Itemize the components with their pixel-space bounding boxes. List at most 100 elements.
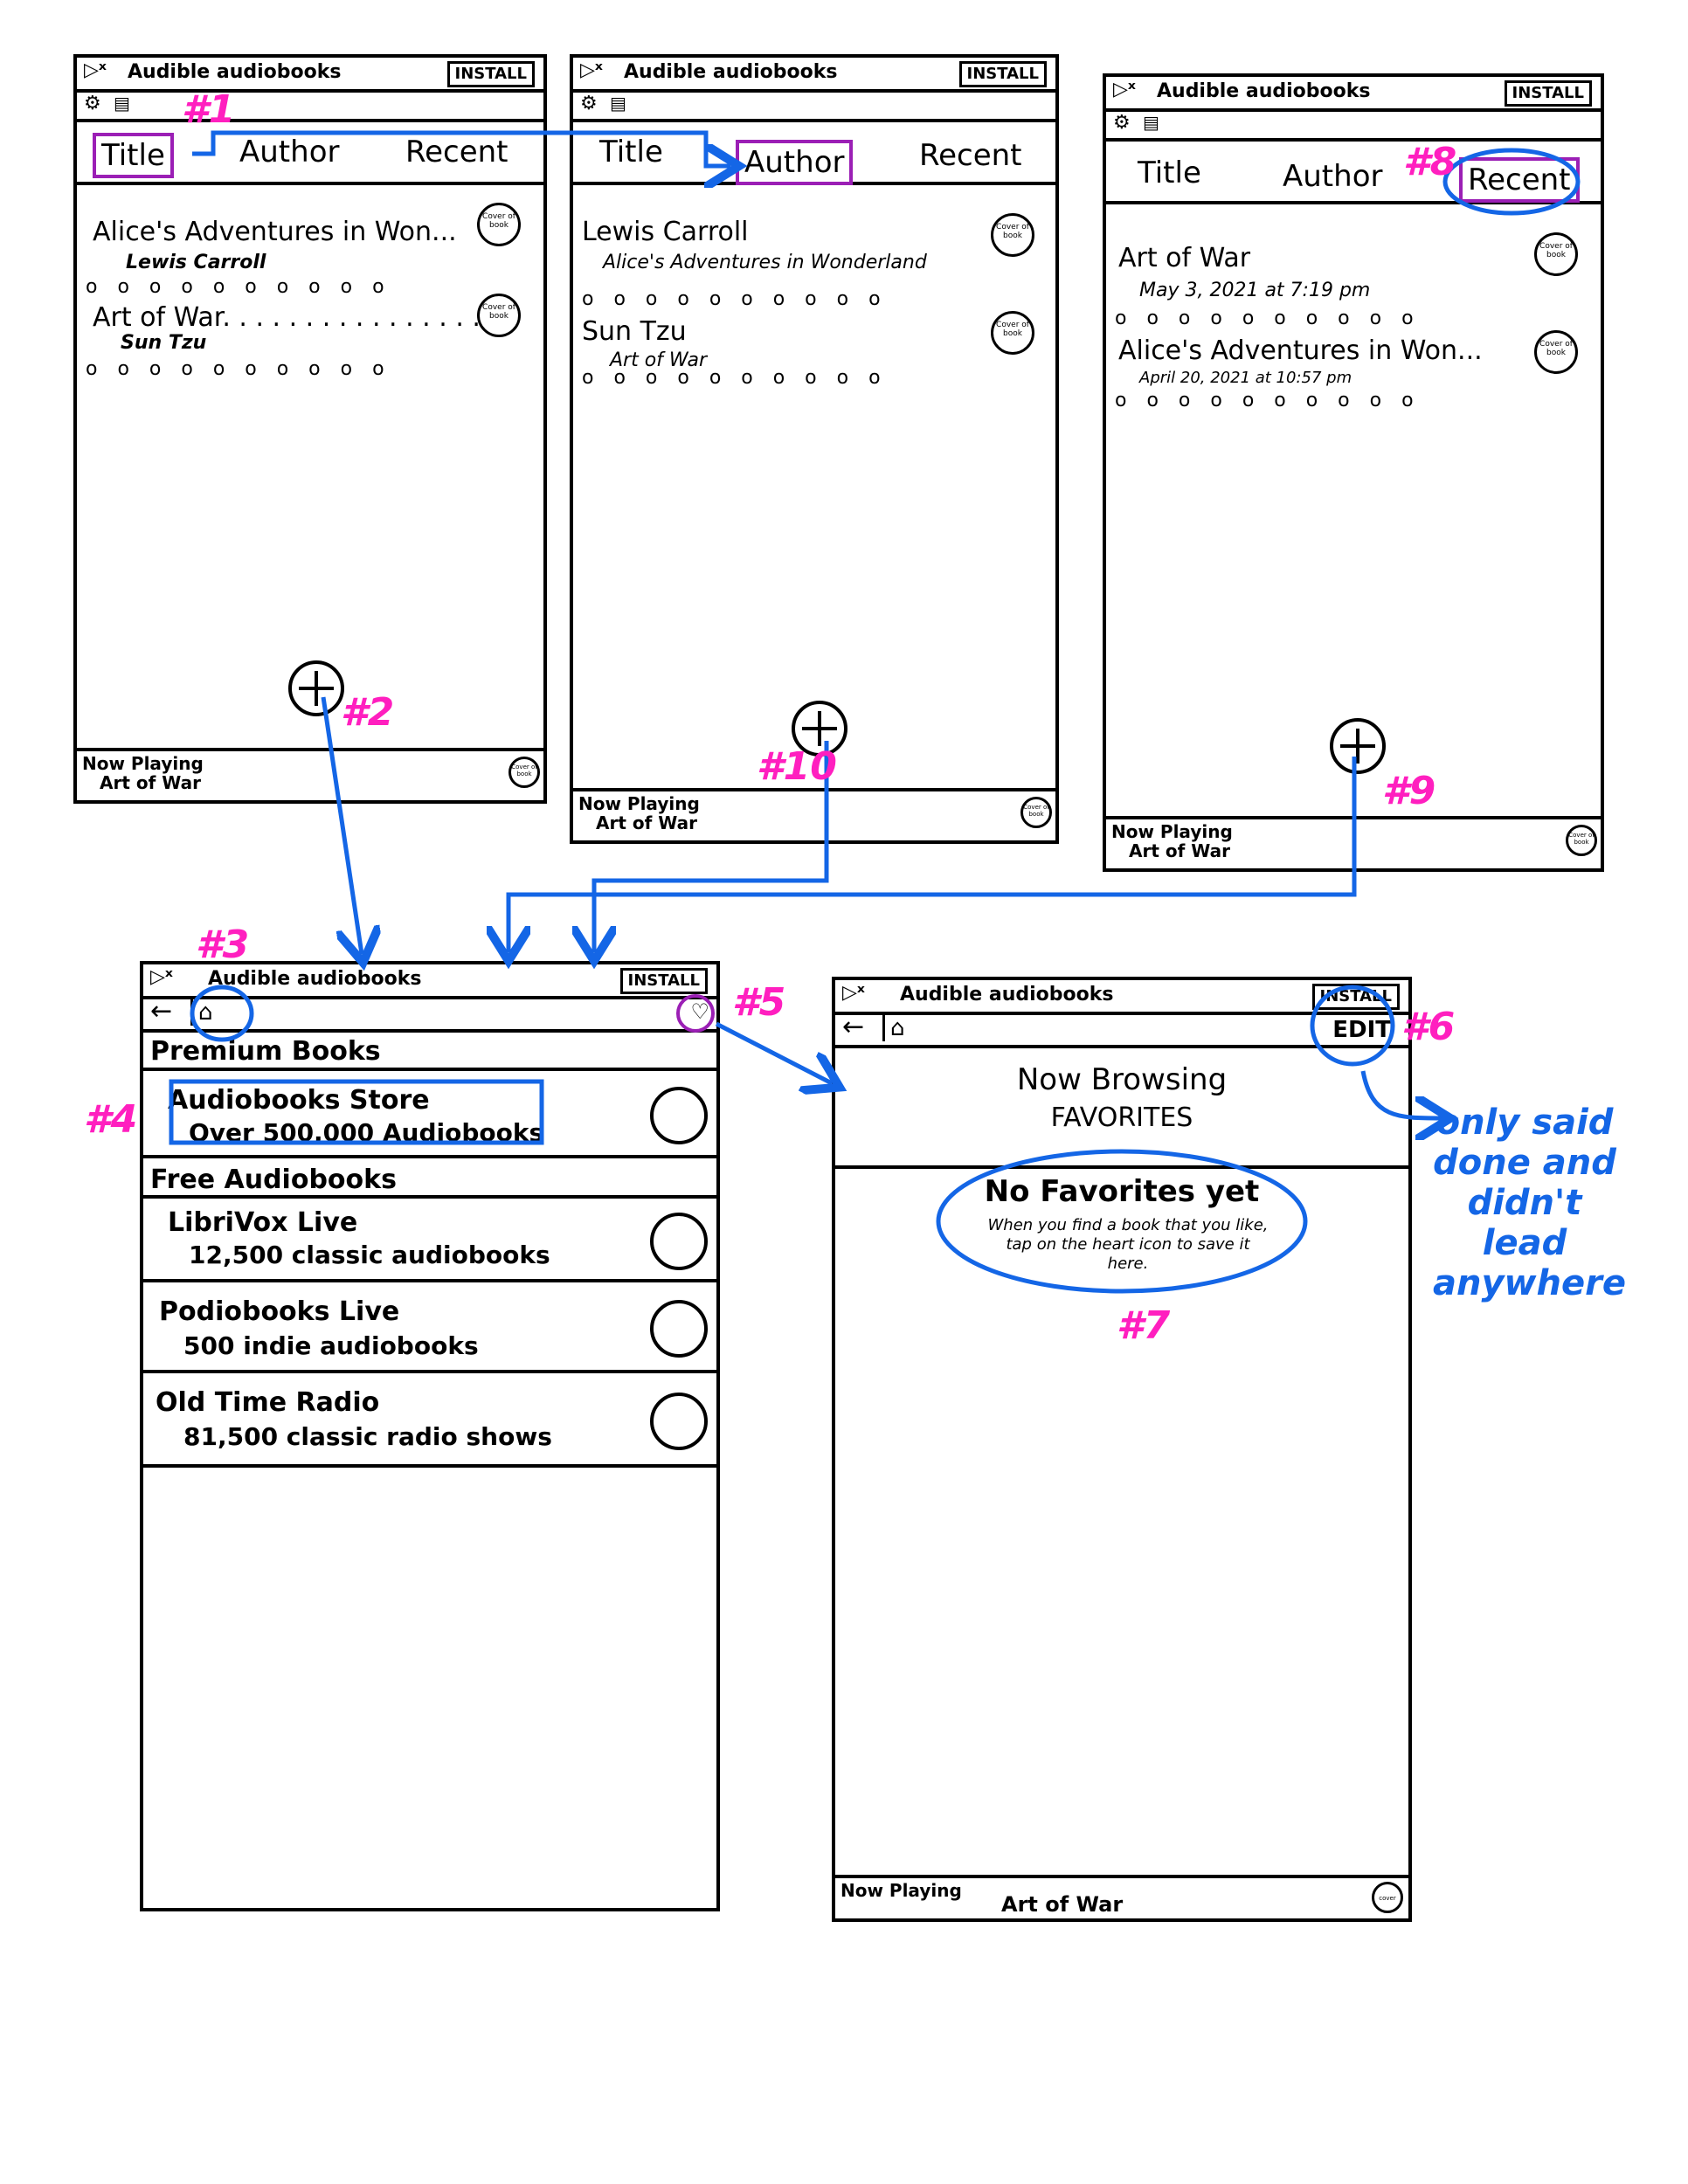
row-radio[interactable] [650, 1213, 708, 1270]
row-title: Audiobooks Store [168, 1085, 430, 1116]
annotation-label: #8 [1403, 140, 1457, 184]
book-cover[interactable]: Cover of book [1534, 330, 1578, 374]
tab-title[interactable]: Title [1138, 156, 1201, 190]
book-author: Lewis Carroll [126, 252, 266, 273]
free-audiobooks-header: Free Audiobooks [143, 1162, 716, 1199]
now-playing-label: Now Playing [1111, 821, 1233, 842]
row-subtitle: 81,500 classic radio shows [183, 1422, 552, 1451]
nav-bar: ← ⌂ EDIT [835, 1012, 1408, 1048]
now-playing-label: Now Playing [841, 1880, 962, 1901]
tab-recent[interactable]: Recent [1459, 157, 1580, 203]
now-playing-cover[interactable]: Cover of book [1566, 825, 1597, 856]
row-radio[interactable] [650, 1393, 708, 1450]
install-button[interactable]: INSTALL [958, 61, 1047, 87]
sort-tabs: Title Author Recent [1106, 142, 1601, 204]
tab-title[interactable]: Title [93, 133, 174, 178]
app-title: Audible audiobooks [208, 968, 422, 990]
arrow-title-to-author [192, 130, 730, 166]
back-arrow-icon[interactable]: ← [842, 1012, 865, 1042]
premium-books-header: Premium Books [143, 1033, 716, 1071]
book-cover[interactable]: Cover of book [477, 294, 521, 337]
highlight-home-circle [190, 985, 254, 1042]
install-button[interactable]: INSTALL [446, 61, 535, 87]
highlight-empty-circle [936, 1149, 1308, 1294]
rating-dots: o o o o o o o o o o [86, 358, 391, 380]
now-playing-bar[interactable]: Now Playing Art of War Cover of book [77, 748, 543, 800]
store-row[interactable]: Podiobooks Live 500 indie audiobooks [143, 1286, 716, 1373]
book-title[interactable]: Alice's Adventures in Won... [93, 217, 457, 247]
tab-author[interactable]: Author [736, 140, 854, 185]
now-playing-title: Art of War [596, 812, 697, 833]
annotation-label: #7 [1117, 1303, 1171, 1348]
reader-icon[interactable]: ▤ [1143, 112, 1159, 133]
author-name[interactable]: Sun Tzu [582, 316, 687, 347]
row-title: Old Time Radio [156, 1387, 380, 1418]
now-playing-title: Art of War [1001, 1892, 1124, 1917]
book-title[interactable]: Art of War [1118, 243, 1251, 273]
toolbar: ⚙ ▤ [1106, 112, 1601, 142]
row-title: Podiobooks Live [159, 1296, 400, 1327]
book-cover[interactable]: Cover of book [991, 213, 1034, 257]
now-playing-label: Now Playing [82, 753, 204, 774]
arrow-recent-add-to-store [508, 757, 1357, 952]
now-playing-cover[interactable]: Cover of book [508, 757, 540, 788]
tab-recent[interactable]: Recent [919, 138, 1022, 173]
rating-dots: o o o o o o o o o o [1115, 390, 1421, 411]
row-radio[interactable] [650, 1300, 708, 1358]
screen-title-tab: ▷ˣ Audible audiobooks INSTALL ⚙ ▤ Title … [73, 54, 547, 804]
app-logo-icon: ▷ˣ [84, 59, 107, 81]
annotation-note: only said done and didn't lead anywhere [1433, 1102, 1626, 1303]
row-radio[interactable] [650, 1087, 708, 1144]
home-icon[interactable]: ⌂ [882, 1015, 905, 1041]
favorites-header: Now Browsing FAVORITES [835, 1048, 1408, 1169]
edit-button[interactable]: EDIT [1332, 1017, 1391, 1043]
tab-recent[interactable]: Recent [405, 135, 508, 169]
highlight-store-box [169, 1079, 544, 1145]
book-title[interactable]: Alice's Adventures in Won... [1118, 335, 1483, 366]
now-playing-cover[interactable]: cover [1372, 1882, 1403, 1913]
annotation-label: #4 [84, 1097, 138, 1142]
last-played: April 20, 2021 at 10:57 pm [1139, 369, 1352, 387]
add-button[interactable] [288, 660, 344, 716]
reader-icon[interactable]: ▤ [610, 93, 626, 114]
arrow-add-to-store [321, 696, 362, 954]
tab-author[interactable]: Author [1283, 159, 1383, 194]
app-banner: ▷ˣ Audible audiobooks INSTALL [143, 964, 716, 999]
gear-icon[interactable]: ⚙ [580, 93, 598, 114]
install-button[interactable]: INSTALL [1504, 80, 1592, 107]
app-title: Audible audiobooks [128, 61, 342, 83]
heart-icon[interactable]: ♡ [690, 999, 709, 1024]
back-arrow-icon[interactable]: ← [150, 996, 173, 1026]
gear-icon[interactable]: ⚙ [84, 93, 101, 114]
highlight-heart-circle [676, 994, 715, 1033]
annotation-label: #2 [341, 690, 395, 735]
now-playing-bar[interactable]: Now Playing Art of War Cover of book [573, 788, 1055, 840]
empty-title: No Favorites yet [984, 1174, 1260, 1209]
toolbar: ⚙ ▤ [77, 93, 543, 122]
book-cover[interactable]: Cover of book [991, 311, 1034, 355]
tab-author[interactable]: Author [239, 135, 340, 169]
screen-store: ▷ˣ Audible audiobooks INSTALL ← ⌂ ♡ Prem… [140, 961, 720, 1911]
store-row[interactable]: Old Time Radio 81,500 classic radio show… [143, 1377, 716, 1468]
book-title: Art of War [610, 349, 707, 371]
book-title[interactable]: Art of War. . . . . . . . . . . . . . . … [93, 302, 481, 333]
store-row[interactable]: LibriVox Live 12,500 classic audiobooks [143, 1202, 716, 1282]
empty-message: When you find a book that you like, tap … [987, 1216, 1269, 1273]
gear-icon[interactable]: ⚙ [1113, 112, 1131, 134]
rating-dots: o o o o o o o o o o [1115, 308, 1421, 329]
annotation-label: #5 [732, 980, 786, 1025]
install-button[interactable]: INSTALL [619, 968, 708, 994]
now-playing-cover[interactable]: Cover of book [1020, 797, 1052, 828]
store-row[interactable]: Audiobooks Store Over 500,000 Audiobooks [143, 1075, 716, 1158]
add-button[interactable] [1330, 718, 1386, 774]
author-name[interactable]: Lewis Carroll [582, 217, 749, 247]
now-playing-bar[interactable]: Now Playing Art of War cover [835, 1875, 1408, 1918]
reader-icon[interactable]: ▤ [114, 93, 130, 114]
rating-dots: o o o o o o o o o o [582, 288, 888, 310]
arrow-heart-to-favorites [715, 1021, 832, 1083]
last-played: May 3, 2021 at 7:19 pm [1139, 280, 1371, 301]
tab-title[interactable]: Title [599, 135, 663, 169]
add-button[interactable] [792, 701, 847, 757]
book-cover[interactable]: Cover of book [1534, 232, 1578, 276]
book-cover[interactable]: Cover of book [477, 203, 521, 246]
